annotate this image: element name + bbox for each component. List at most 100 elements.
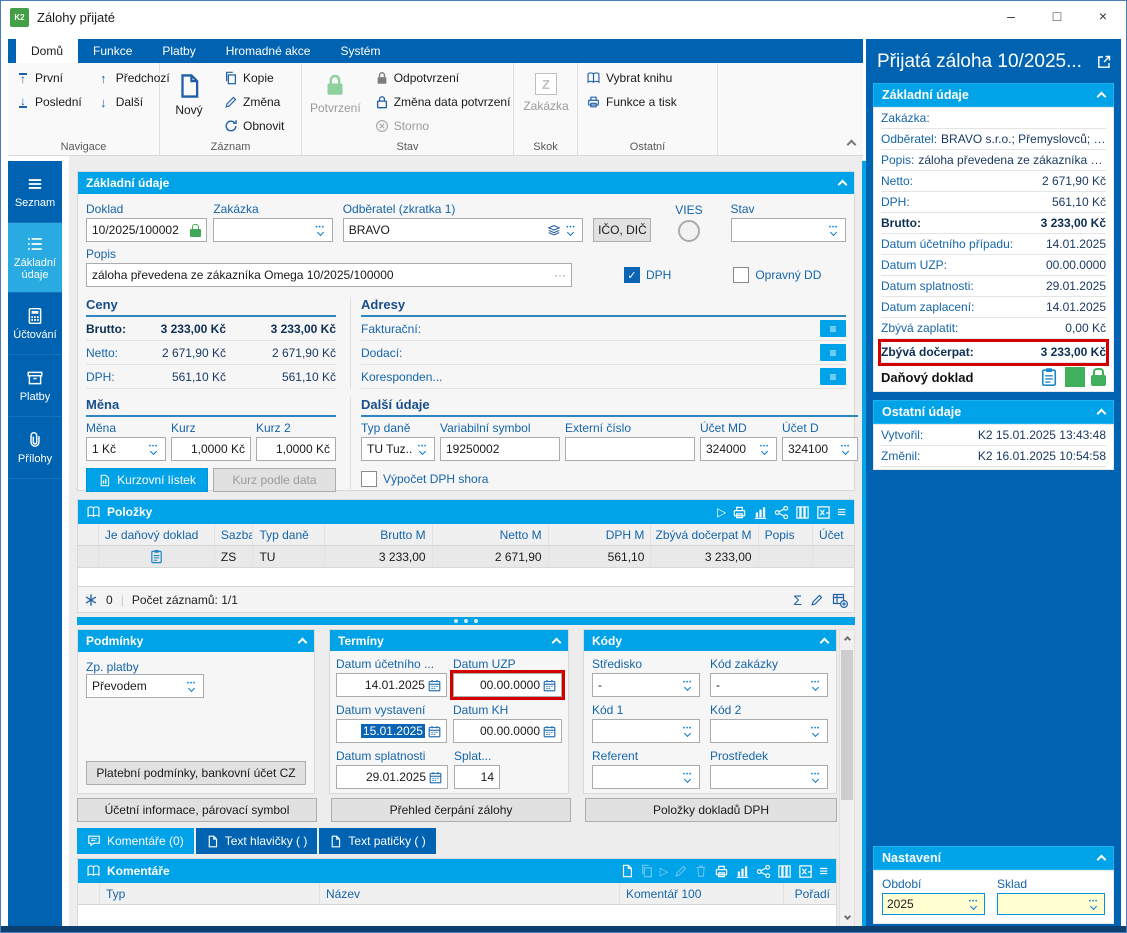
change-confirm-date-button[interactable]: Změna data potvrzení — [375, 93, 510, 111]
scroll-down-arrow[interactable] — [840, 910, 854, 926]
col-ucet[interactable]: Účet — [818, 527, 844, 542]
col-dph-m[interactable]: DPH M — [549, 524, 652, 545]
tab-hromadne-akce[interactable]: Hromadné akce — [225, 44, 311, 58]
col-nazev[interactable]: Název — [320, 883, 620, 904]
excel-icon[interactable] — [798, 864, 813, 879]
pencil-icon[interactable] — [674, 864, 688, 878]
menu-icon[interactable]: ≡ — [819, 862, 828, 880]
kod2-field[interactable]: ••• — [710, 719, 828, 743]
dropdown-icon[interactable]: ••• — [681, 772, 694, 783]
dropdown-icon[interactable]: ••• — [681, 680, 694, 691]
sidebar-item-prilohy[interactable]: Přílohy — [8, 417, 62, 479]
scrollbar-thumb[interactable] — [841, 650, 853, 800]
dropdown-icon[interactable]: ••• — [147, 444, 160, 455]
obdobi-field[interactable]: 2025 ••• — [882, 893, 986, 915]
print-icon[interactable] — [732, 505, 747, 520]
referent-field[interactable]: ••• — [592, 765, 700, 789]
close-button[interactable]: × — [1098, 8, 1108, 24]
doklad-field[interactable]: 10/2025/100002 — [86, 218, 208, 242]
col-netto-m[interactable]: Netto M — [433, 524, 549, 545]
kod-zakazky-field[interactable]: - ••• — [710, 673, 828, 697]
col-komentar-100[interactable]: Komentář 100 — [620, 883, 784, 904]
scrollbar-track[interactable] — [840, 646, 854, 910]
chart-icon[interactable] — [753, 505, 768, 520]
calendar-icon[interactable] — [543, 679, 556, 692]
collapse-icon[interactable] — [819, 637, 830, 647]
kurzovni-listek-button[interactable]: Kurzovní lístek — [86, 468, 208, 492]
sidebar-item-platby[interactable]: Platby — [8, 355, 62, 417]
platebni-podminky-button[interactable]: Platební podmínky, bankovní účet CZ — [86, 761, 306, 785]
dropdown-icon[interactable]: ••• — [967, 899, 980, 910]
datum-kh-field[interactable]: 00.00.0000 — [452, 719, 562, 743]
zakazka-field[interactable]: ••• — [213, 218, 333, 242]
chart-icon[interactable] — [735, 864, 750, 879]
col-typ[interactable]: Typ — [100, 883, 320, 904]
tab-funkce[interactable]: Funkce — [93, 44, 133, 58]
ucet-d-field[interactable]: 324100 ••• — [782, 437, 858, 461]
opravny-dd-checkbox[interactable] — [733, 267, 750, 283]
vypocet-dph-shora-checkbox[interactable] — [361, 471, 377, 487]
excel-icon[interactable] — [816, 505, 831, 520]
variabilni-symbol-field[interactable]: 19250002 — [440, 437, 560, 461]
col-typ-dane[interactable]: Typ daně — [253, 524, 326, 545]
cancel-button[interactable]: Storno — [375, 117, 511, 135]
ico-dic-button[interactable]: IČO, DIČ — [593, 218, 652, 242]
collapse-icon[interactable] — [551, 637, 562, 647]
odberatel-field[interactable]: BRAVO ••• — [342, 218, 584, 242]
kurz-podle-data-button[interactable]: Kurz podle data — [213, 468, 336, 492]
stav-field[interactable]: ••• — [730, 218, 846, 242]
previous-button[interactable]: ↑ Předchozí — [96, 69, 170, 87]
columns-icon[interactable] — [795, 505, 810, 520]
datum-splatnosti-field[interactable]: 29.01.2025 — [336, 765, 448, 789]
dropdown-icon[interactable]: ••• — [314, 225, 327, 236]
dropdown-icon[interactable]: ••• — [681, 726, 694, 737]
calendar-icon[interactable] — [543, 725, 556, 738]
dropdown-icon[interactable]: ••• — [185, 681, 198, 692]
typ-dane-field[interactable]: TU Tuz... ••• — [361, 437, 435, 461]
col-zbyva-docerpat-m[interactable]: Zbývá dočerpat M — [651, 524, 759, 545]
col-brutto-m[interactable]: Brutto M — [325, 524, 433, 545]
confirm-button[interactable]: Potvrzení — [310, 69, 361, 135]
new-button[interactable]: Nový — [168, 69, 210, 135]
functions-print-button[interactable]: Funkce a tisk — [586, 93, 711, 111]
prostredek-field[interactable]: ••• — [710, 765, 828, 789]
filter-star-icon[interactable] — [84, 593, 98, 607]
dropdown-icon[interactable]: ••• — [1087, 899, 1100, 910]
datum-vystaveni-field[interactable]: 15.01.2025 — [336, 719, 447, 743]
collapse-icon[interactable] — [837, 179, 848, 190]
external-link-icon[interactable] — [1096, 54, 1112, 70]
ucet-md-field[interactable]: 324000 ••• — [700, 437, 777, 461]
share-icon[interactable] — [756, 864, 771, 879]
table-add-icon[interactable] — [832, 592, 848, 608]
kurz-field[interactable]: 1,0000 Kč — [171, 437, 251, 461]
scroll-up-arrow[interactable] — [840, 630, 854, 646]
section-ostatni-udaje[interactable]: Ostatní údaje — [873, 400, 1114, 424]
minimize-button[interactable]: – — [1007, 8, 1015, 24]
more-icon[interactable]: ··· — [554, 268, 566, 282]
popis-field[interactable]: záloha převedena ze zákazníka Omega 10/2… — [86, 263, 572, 287]
address-menu-button[interactable]: ≡ — [820, 344, 846, 361]
play-icon[interactable]: ▷ — [659, 865, 669, 878]
select-book-button[interactable]: Vybrat knihu — [586, 69, 711, 87]
splatnost-field[interactable]: 14 — [454, 765, 500, 789]
items-table-row[interactable]: ZS TU 3 233,00 2 671,90 561,10 3 233,00 — [78, 546, 854, 568]
menu-icon[interactable]: ≡ — [837, 503, 846, 521]
next-button[interactable]: ↓ Další — [96, 93, 170, 111]
stredisko-field[interactable]: - ••• — [592, 673, 700, 697]
dropdown-icon[interactable]: ••• — [839, 444, 852, 455]
address-menu-button[interactable]: ≡ — [820, 368, 846, 385]
sum-icon[interactable]: Σ — [793, 591, 802, 608]
unconfirm-button[interactable]: Odpotvrzení — [375, 69, 511, 87]
dropdown-icon[interactable]: ••• — [758, 444, 771, 455]
columns-icon[interactable] — [777, 864, 792, 879]
address-menu-button[interactable]: ≡ — [820, 320, 846, 337]
tab-text-paticky[interactable]: Text patičky ( ) — [319, 828, 438, 854]
copy-icon[interactable] — [640, 864, 654, 878]
zp-platby-field[interactable]: Převodem ••• — [86, 674, 204, 698]
col-je-danovy-doklad[interactable]: Je daňový doklad — [99, 524, 215, 545]
col-popis[interactable]: Popis — [759, 524, 813, 545]
maximize-button[interactable]: □ — [1052, 8, 1062, 24]
share-icon[interactable] — [774, 505, 789, 520]
datum-ucetniho-field[interactable]: 14.01.2025 — [336, 673, 447, 697]
order-jump-button[interactable]: Z Zakázka — [522, 69, 570, 113]
